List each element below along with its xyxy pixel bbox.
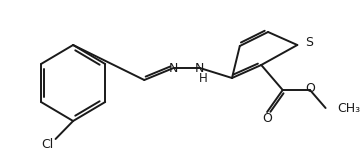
- Text: S: S: [305, 36, 313, 49]
- Text: O: O: [305, 82, 315, 95]
- Text: N: N: [195, 62, 205, 75]
- Text: CH₃: CH₃: [337, 102, 360, 115]
- Text: Cl: Cl: [41, 139, 54, 151]
- Text: N: N: [169, 62, 178, 75]
- Text: H: H: [198, 73, 207, 86]
- Text: O: O: [262, 113, 272, 126]
